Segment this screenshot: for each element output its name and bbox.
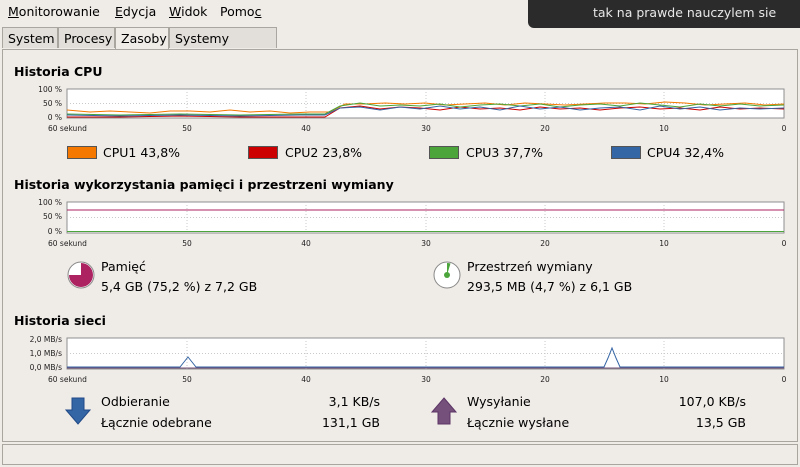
- menu-widok[interactable]: Widok: [169, 4, 207, 19]
- tab-zasoby[interactable]: Zasoby: [115, 27, 169, 50]
- swap-label: Przestrzeń wymiany: [467, 259, 593, 274]
- cpu2-legend-label: CPU2 23,8%: [285, 145, 363, 160]
- cpu-section-title: Historia CPU: [14, 64, 103, 79]
- tab-bar: System Procesy Zasoby Systemy plików: [0, 27, 800, 67]
- menu-pomoc[interactable]: Pomoc: [220, 4, 261, 19]
- menu-accel: E: [115, 4, 123, 19]
- status-bar: [2, 444, 798, 465]
- cpu1-legend-label: CPU1 43,8%: [103, 145, 181, 160]
- send-total-label: Łącznie wysłane: [467, 415, 570, 430]
- memory-section-title: Historia wykorzystania pamięci i przestr…: [14, 177, 394, 192]
- tab-procesy[interactable]: Procesy: [58, 27, 115, 48]
- menu-accel: c: [254, 4, 262, 19]
- ram-pie-icon[interactable]: [66, 260, 96, 290]
- cpu1-color-swatch[interactable]: [67, 146, 97, 159]
- swap-value: 293,5 MB (4,7 %) z 6,1 GB: [467, 279, 633, 294]
- tab-system[interactable]: System: [2, 27, 58, 48]
- cpu2-color-swatch[interactable]: [248, 146, 278, 159]
- cpu3-color-swatch[interactable]: [429, 146, 459, 159]
- notification-text: tak na prawde nauczylem sie: [593, 5, 777, 20]
- ram-value: 5,4 GB (75,2 %) z 7,2 GB: [101, 279, 258, 294]
- menu-label: idok: [181, 4, 208, 19]
- recv-value: 3,1 KB/s: [328, 394, 380, 409]
- network-section-title: Historia sieci: [14, 313, 106, 328]
- cpu4-legend-label: CPU4 32,4%: [647, 145, 725, 160]
- send-value: 107,0 KB/s: [678, 394, 746, 409]
- resources-panel: [2, 49, 798, 442]
- upload-arrow-icon: [430, 397, 458, 425]
- menu-label: Pomo: [220, 4, 255, 19]
- cpu3-legend-label: CPU3 37,7%: [466, 145, 544, 160]
- menu-edycja[interactable]: Edycja: [115, 4, 156, 19]
- recv-total-label: Łącznie odebrane: [101, 415, 212, 430]
- menu-label: dycja: [122, 4, 157, 19]
- ram-label: Pamięć: [101, 259, 146, 274]
- send-total-value: 13,5 GB: [695, 415, 746, 430]
- menu-label: onitorowanie: [18, 4, 100, 19]
- swap-pie-icon[interactable]: [432, 260, 462, 290]
- recv-total-value: 131,1 GB: [321, 415, 380, 430]
- send-label: Wysyłanie: [467, 394, 531, 409]
- cpu4-color-swatch[interactable]: [611, 146, 641, 159]
- menu-accel: W: [169, 4, 182, 19]
- menu-monitorowanie[interactable]: Monitorowanie: [8, 4, 100, 19]
- menu-accel: M: [8, 4, 19, 19]
- notification-popup[interactable]: tak na prawde nauczylem sie: [528, 0, 800, 28]
- tab-systemy-plikow[interactable]: Systemy plików: [169, 27, 277, 67]
- download-arrow-icon: [64, 397, 92, 425]
- recv-label: Odbieranie: [101, 394, 170, 409]
